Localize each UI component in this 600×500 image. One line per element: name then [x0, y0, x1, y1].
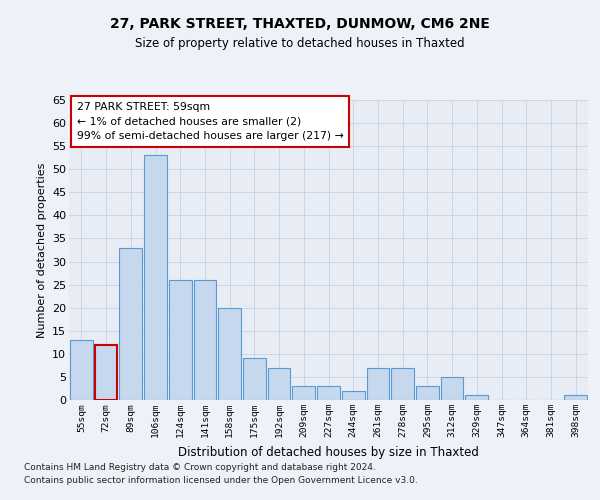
Bar: [268, 368, 290, 400]
Bar: [218, 308, 241, 400]
Text: 27 PARK STREET: 59sqm
← 1% of detached houses are smaller (2)
99% of semi-detach: 27 PARK STREET: 59sqm ← 1% of detached h…: [77, 102, 344, 141]
Bar: [441, 377, 463, 400]
Bar: [292, 386, 315, 400]
Bar: [367, 368, 389, 400]
Bar: [194, 280, 216, 400]
Text: 27, PARK STREET, THAXTED, DUNMOW, CM6 2NE: 27, PARK STREET, THAXTED, DUNMOW, CM6 2N…: [110, 18, 490, 32]
Bar: [466, 396, 488, 400]
Text: Contains HM Land Registry data © Crown copyright and database right 2024.: Contains HM Land Registry data © Crown c…: [24, 462, 376, 471]
Text: Size of property relative to detached houses in Thaxted: Size of property relative to detached ho…: [135, 38, 465, 51]
Bar: [95, 344, 118, 400]
Y-axis label: Number of detached properties: Number of detached properties: [37, 162, 47, 338]
Bar: [317, 386, 340, 400]
Bar: [416, 386, 439, 400]
Bar: [342, 391, 365, 400]
Bar: [564, 396, 587, 400]
Bar: [144, 156, 167, 400]
Bar: [169, 280, 191, 400]
Bar: [243, 358, 266, 400]
Bar: [119, 248, 142, 400]
Text: Contains public sector information licensed under the Open Government Licence v3: Contains public sector information licen…: [24, 476, 418, 485]
X-axis label: Distribution of detached houses by size in Thaxted: Distribution of detached houses by size …: [178, 446, 479, 458]
Bar: [70, 340, 93, 400]
Bar: [391, 368, 414, 400]
